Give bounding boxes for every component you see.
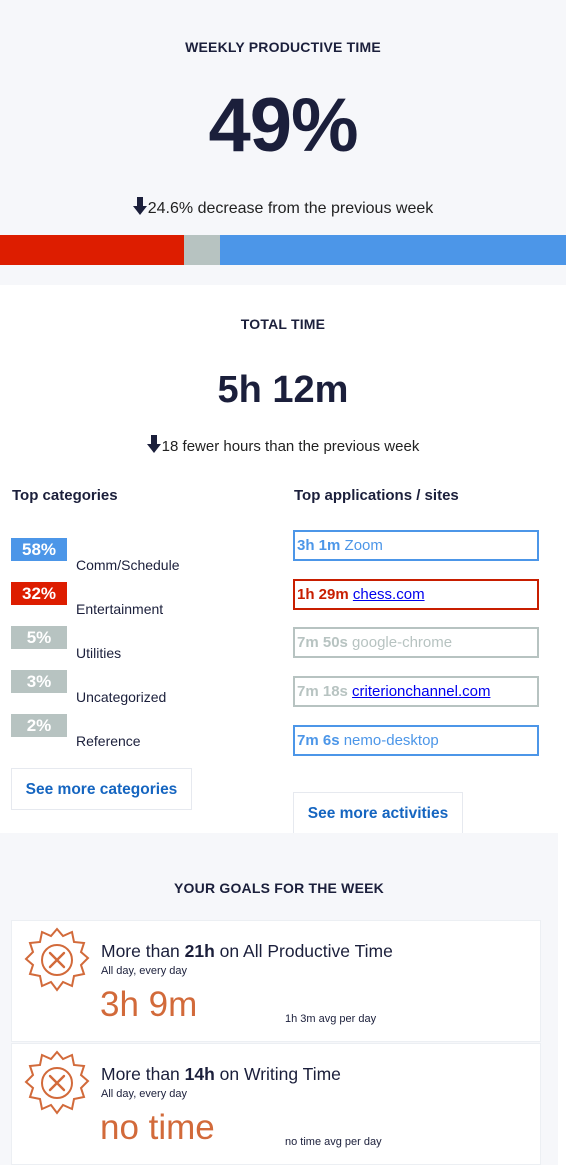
app-time: 7m 50s: [297, 634, 348, 651]
productive-bar: [0, 235, 566, 265]
goal-suffix: on All Productive Time: [214, 941, 393, 961]
category-label: Entertainment: [76, 601, 164, 617]
total-change-text: 18 fewer hours than the previous week: [161, 438, 420, 455]
top-applications-title: Top applications / sites: [294, 487, 459, 504]
category-label: Uncategorized: [76, 689, 167, 705]
category-percent: 5%: [11, 626, 67, 649]
app-link[interactable]: chess.com: [352, 586, 425, 603]
category-label: Reference: [76, 733, 141, 749]
goal-amount: 14h: [184, 1064, 215, 1084]
productive-time-title: WEEKLY PRODUCTIVE TIME: [185, 39, 381, 55]
goal-card[interactable]: More than 14h on Writing Time All day, e…: [11, 1043, 541, 1165]
goal-card[interactable]: More than 21h on All Productive Time All…: [11, 920, 541, 1042]
down-arrow-icon: [132, 197, 147, 215]
goal-amount: 21h: [184, 941, 215, 961]
productive-change: 24.6% decrease from the previous week: [0, 197, 566, 218]
goal-value: no time: [100, 1108, 215, 1147]
goal-prefix: More than: [101, 1064, 185, 1084]
productive-time-section: WEEKLY PRODUCTIVE TIME 49% 24.6% decreas…: [0, 0, 566, 285]
down-arrow-icon: [146, 435, 161, 453]
failed-badge-icon: [24, 927, 90, 992]
category-percent: 58%: [11, 538, 67, 561]
app-time: 7m 6s: [297, 732, 340, 749]
app-item-google-chrome[interactable]: 7m 50s google-chrome: [293, 627, 539, 658]
goal-average: no time avg per day: [285, 1136, 382, 1148]
goals-section: YOUR GOALS FOR THE WEEK More than 21h on…: [0, 833, 558, 1165]
goals-title: YOUR GOALS FOR THE WEEK: [174, 880, 384, 896]
app-name: google-chrome: [352, 634, 453, 651]
goal-schedule: All day, every day: [101, 965, 188, 977]
category-label: Comm/Schedule: [76, 557, 180, 573]
see-more-activities-button[interactable]: See more activities: [293, 792, 463, 834]
app-item-chess[interactable]: 1h 29m chess.com: [293, 579, 539, 610]
goal-value: 3h 9m: [100, 985, 198, 1024]
app-link[interactable]: criterionchannel.com: [352, 683, 491, 700]
failed-badge-icon: [24, 1050, 90, 1115]
top-categories-title: Top categories: [12, 487, 118, 504]
goal-title: More than 21h on All Productive Time: [101, 941, 393, 962]
goal-suffix: on Writing Time: [214, 1064, 341, 1084]
app-time: 7m 18s: [297, 683, 348, 700]
category-label: Utilities: [76, 645, 122, 661]
bar-segment-productive: [0, 235, 184, 265]
app-time: 3h 1m: [297, 537, 341, 554]
app-item-nemo-desktop[interactable]: 7m 6s nemo-desktop: [293, 725, 539, 756]
bar-segment-neutral: [183, 235, 221, 265]
app-item-zoom[interactable]: 3h 1m Zoom: [293, 530, 539, 561]
total-change: 18 fewer hours than the previous week: [0, 435, 566, 455]
category-percent: 32%: [11, 582, 67, 605]
category-percent: 3%: [11, 670, 67, 693]
app-item-criterionchannel[interactable]: 7m 18s criterionchannel.com: [293, 676, 539, 707]
see-more-categories-button[interactable]: See more categories: [11, 768, 192, 810]
productive-percent: 49%: [208, 83, 358, 168]
productive-change-text: 24.6% decrease from the previous week: [147, 200, 434, 217]
goal-title: More than 14h on Writing Time: [101, 1064, 341, 1085]
total-time-title: TOTAL TIME: [240, 316, 326, 332]
total-time-value: 5h 12m: [217, 369, 349, 411]
app-name: Zoom: [344, 537, 383, 554]
goal-schedule: All day, every day: [101, 1088, 188, 1100]
bar-segment-distracting: [220, 235, 566, 265]
app-time: 1h 29m: [297, 586, 349, 603]
app-name: nemo-desktop: [343, 732, 439, 749]
goal-prefix: More than: [101, 941, 185, 961]
goal-average: 1h 3m avg per day: [285, 1013, 377, 1025]
category-percent: 2%: [11, 714, 67, 737]
